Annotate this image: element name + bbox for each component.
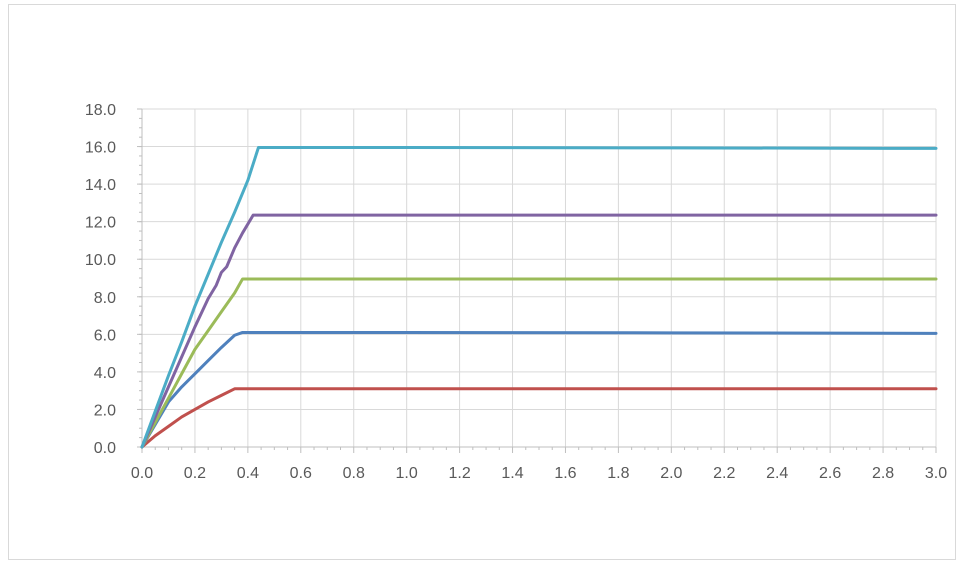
x-tick-label: 1.6 [554, 465, 576, 482]
y-tick-label: 16.0 [85, 140, 116, 157]
x-tick-label: 2.6 [819, 465, 841, 482]
y-tick-label: 18.0 [85, 102, 116, 119]
x-tick-label: 0.0 [131, 465, 153, 482]
x-tick-label: 2.2 [713, 465, 735, 482]
y-tick-label: 2.0 [94, 402, 116, 419]
x-tick-label: 1.4 [501, 465, 523, 482]
x-tick-label: 3.0 [925, 465, 947, 482]
series-line-3 [140, 277, 938, 449]
x-tick-label: 1.8 [607, 465, 629, 482]
y-tick-label: 4.0 [94, 365, 116, 382]
x-tick-label: 2.4 [766, 465, 788, 482]
x-tick-label: 0.4 [237, 465, 259, 482]
tick-labels: 0.0 0.2 0.4 0.6 0.8 1.0 1.2 1.4 1.6 1.8 2.0 2.2 2.4 2… [85, 102, 947, 482]
series-line-2 [140, 330, 938, 449]
chart-frame: 0.0 0.2 0.4 0.6 0.8 1.0 1.2 1.4 1.6 1.8 2.0 2.2 2.4 2… [8, 4, 956, 560]
x-tick-label: 1.2 [448, 465, 470, 482]
series-line-1 [140, 387, 938, 449]
series-lines [140, 145, 938, 449]
y-tick-label: 14.0 [85, 177, 116, 194]
y-tick-label: 0.0 [94, 440, 116, 457]
y-tick-label: 8.0 [94, 290, 116, 307]
x-tick-label: 2.8 [872, 465, 894, 482]
axes [137, 108, 937, 453]
x-tick-label: 0.8 [343, 465, 365, 482]
y-tick-label: 12.0 [85, 215, 116, 232]
x-tick-label: 2.0 [660, 465, 682, 482]
series-line-4 [140, 213, 938, 449]
series-line-5 [140, 145, 938, 449]
line-chart: 0.0 0.2 0.4 0.6 0.8 1.0 1.2 1.4 1.6 1.8 2.0 2.2 2.4 2… [85, 102, 947, 482]
x-tick-label: 1.0 [396, 465, 418, 482]
x-tick-label: 0.2 [184, 465, 206, 482]
y-tick-label: 6.0 [94, 327, 116, 344]
y-tick-label: 10.0 [85, 252, 116, 269]
x-tick-label: 0.6 [290, 465, 312, 482]
